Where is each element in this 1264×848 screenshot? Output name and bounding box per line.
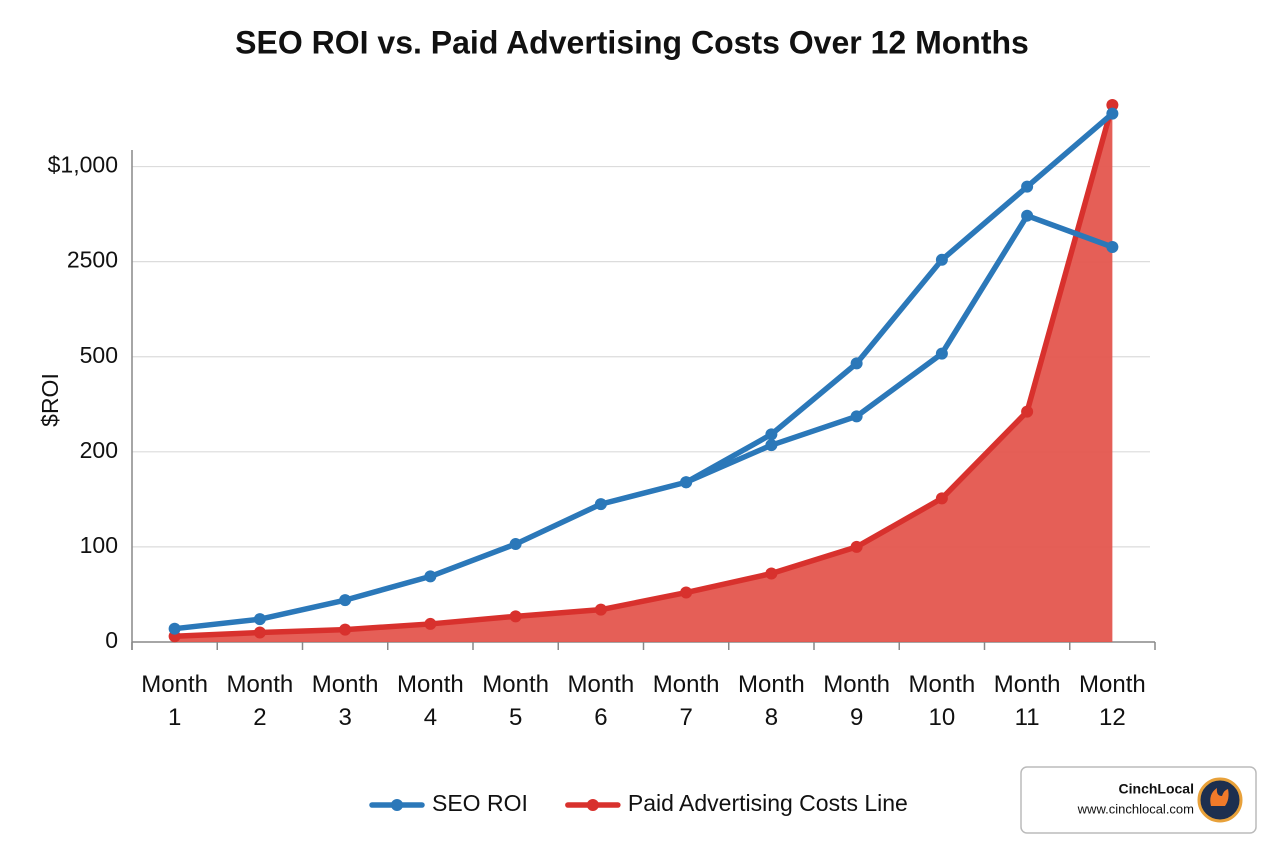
x-tick-label: Month 7 <box>652 671 720 731</box>
data-point <box>424 617 437 630</box>
area-fill <box>174 104 1113 642</box>
y-axis-label: $ROI <box>37 373 63 427</box>
chart-title: SEO ROI vs. Paid Advertising Costs Over … <box>235 24 1029 60</box>
data-point <box>1106 107 1119 120</box>
data-point <box>594 603 607 616</box>
data-point <box>935 253 948 266</box>
y-tick-label: $1,000 <box>48 152 118 178</box>
x-tick-label: Month 3 <box>311 671 379 731</box>
data-point <box>850 540 863 553</box>
series-line <box>171 102 1116 640</box>
data-point <box>935 492 948 505</box>
x-tick-label: Month 10 <box>908 671 976 731</box>
x-tick-label: Month 8 <box>738 671 805 731</box>
y-tick-label: 100 <box>80 532 118 558</box>
data-point <box>1021 405 1034 418</box>
brand-logo-flame <box>1210 788 1229 806</box>
data-point <box>168 622 181 635</box>
data-point <box>424 570 437 583</box>
data-point <box>850 410 863 423</box>
data-point <box>1106 98 1119 111</box>
data-point <box>1106 241 1119 254</box>
data-point <box>339 594 352 607</box>
series-line <box>171 110 1116 632</box>
series-line <box>683 212 1116 486</box>
data-point <box>594 498 607 511</box>
data-point <box>253 626 266 639</box>
data-point <box>850 357 863 370</box>
y-tick-label: 0 <box>105 627 118 653</box>
legend-marker <box>391 799 403 811</box>
y-tick-label: 500 <box>80 342 118 368</box>
data-point <box>765 439 778 452</box>
x-tick-label: Month 4 <box>397 671 464 731</box>
data-point <box>339 623 352 636</box>
data-point <box>509 610 522 623</box>
x-tick-label: Month 9 <box>823 671 890 731</box>
x-tick-label: Month 11 <box>993 671 1061 731</box>
data-point <box>935 347 948 360</box>
brand-box <box>1020 766 1257 834</box>
x-tick-label: Month 2 <box>226 671 294 731</box>
y-tick-label: 2500 <box>67 247 118 273</box>
data-point <box>765 428 778 441</box>
x-tick-label: Month 5 <box>482 671 549 731</box>
x-tick-label: Month 12 <box>1079 671 1146 731</box>
data-point <box>680 586 693 599</box>
data-point <box>680 476 693 489</box>
data-point <box>1021 180 1034 193</box>
data-point <box>509 538 522 551</box>
legend-marker <box>586 799 599 811</box>
data-point <box>253 613 266 626</box>
data-point <box>1021 209 1034 222</box>
x-tick-label: Month 1 <box>141 671 208 731</box>
brand-name: CinchLocal <box>1119 781 1194 797</box>
brand-url: www.cinchlocal.com <box>1077 801 1194 816</box>
data-point <box>765 567 778 580</box>
x-tick-label: Month 6 <box>567 671 635 731</box>
legend-label: SEO ROI <box>432 790 528 816</box>
legend-label: Paid Advertising Costs Line <box>628 790 908 816</box>
y-tick-label: 200 <box>80 437 118 463</box>
